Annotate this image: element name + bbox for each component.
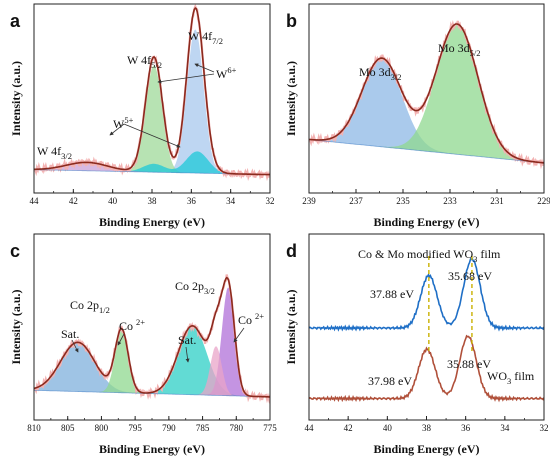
annotation-arrow-1 <box>71 339 79 353</box>
annotation-w4f72: W 4f7/2 <box>188 29 223 46</box>
annotation-arrow-1 <box>194 63 215 73</box>
annotation-sat1: Sat. <box>61 327 79 341</box>
panel-b: 239 237 235 233 231 229 Binding Energy (eV) Int… <box>284 3 550 229</box>
plot-area <box>309 20 544 170</box>
annotation-mo52: Mo 3d5/2 <box>438 41 481 58</box>
annotation-co2p12: Co 2p1/2 <box>70 298 110 315</box>
panel-letter: b <box>286 11 297 31</box>
x-axis-title: Binding Energy (eV) <box>373 442 479 456</box>
annotation-sat2: Sat. <box>178 333 196 347</box>
wo3-film-line <box>309 334 544 403</box>
baseline-line <box>309 139 544 164</box>
annotation-e3798: 37.98 eV <box>368 374 412 388</box>
annotation-co2p32: Co 2p3/2 <box>175 279 215 296</box>
x-tick-label: 32 <box>266 196 275 206</box>
x-tick-label: 235 <box>396 196 410 206</box>
x-axis-title: Binding Energy (eV) <box>99 215 205 229</box>
annotation-w6: W6+ <box>216 65 237 81</box>
annotation-wo3film: WO3 film <box>487 369 535 386</box>
component-peak-2 <box>309 24 544 163</box>
y-axis-title: Intensity (a.u.) <box>284 61 298 136</box>
x-tick-label: 32 <box>540 423 549 433</box>
x-axis-title: Binding Energy (eV) <box>373 215 479 229</box>
panel-a: 44 42 40 38 36 34 32 Binding Energy (eV) Intensi… <box>9 3 275 229</box>
x-tick-label: 775 <box>263 423 277 433</box>
x-tick-label: 805 <box>61 423 75 433</box>
y-axis-title: Intensity (a.u.) <box>9 289 23 364</box>
component-peak-2 <box>34 65 270 175</box>
panel-c: 810 805 800 795 790 785 780 775 Binding Energy (… <box>9 233 277 456</box>
x-tick-label: 239 <box>302 196 316 206</box>
annotation-co2b: Co 2+ <box>238 311 264 327</box>
x-tick-label: 44 <box>305 423 315 433</box>
panel-letter: c <box>10 241 20 261</box>
x-tick-label: 38 <box>148 196 158 206</box>
x-tick-label: 237 <box>349 196 363 206</box>
x-tick-label: 44 <box>30 196 40 206</box>
x-tick-label: 38 <box>422 423 432 433</box>
x-tick-label: 40 <box>108 196 118 206</box>
annotation-arrow-4 <box>233 327 245 343</box>
annotation-arrow-3 <box>109 123 125 136</box>
x-axis-title: Binding Energy (eV) <box>99 442 205 456</box>
annotation-arrow-3 <box>185 346 190 363</box>
x-tick-label: 795 <box>128 423 142 433</box>
component-peak-5 <box>34 346 270 397</box>
annotation-e3788: 37.88 eV <box>370 287 414 301</box>
x-tick-label: 810 <box>27 423 41 433</box>
x-tick-label: 36 <box>187 196 197 206</box>
component-peak-4 <box>34 287 270 397</box>
x-tick-label: 36 <box>461 423 471 433</box>
x-tick-label: 42 <box>344 423 353 433</box>
panel-letter: a <box>10 11 21 31</box>
x-tick-label: 785 <box>196 423 210 433</box>
annotation-arrow-2 <box>157 73 215 84</box>
x-tick-label: 780 <box>230 423 244 433</box>
annotation-modfilm: Co & Mo modified WO3 film <box>358 247 501 264</box>
annotation-w4f32: W 4f3/2 <box>37 144 72 161</box>
annotation-w5: W5+ <box>113 115 134 131</box>
envelope-line <box>34 6 270 176</box>
x-tick-label: 790 <box>162 423 176 433</box>
plot-area <box>34 4 270 182</box>
component-peak-1 <box>309 58 544 163</box>
panel-letter: d <box>286 241 297 261</box>
envelope-line <box>34 276 270 398</box>
plot-area <box>34 274 270 404</box>
x-tick-label: 231 <box>490 196 504 206</box>
component-peak-3 <box>34 151 270 175</box>
annotation-arrow-4 <box>123 123 181 148</box>
modified-film-line <box>309 257 544 332</box>
annotation-w4f52: W 4f5/2 <box>127 53 162 70</box>
y-axis-title: Intensity (a.u.) <box>284 289 298 364</box>
annotation-e3588: 35.88 eV <box>447 357 491 371</box>
annotation-e3568: 35.68 eV <box>448 269 492 283</box>
x-tick-label: 40 <box>383 423 393 433</box>
x-tick-label: 34 <box>226 196 236 206</box>
plot-area <box>309 254 544 403</box>
x-tick-label: 34 <box>500 423 510 433</box>
annotation-mo32: Mo 3d3/2 <box>359 65 402 82</box>
x-tick-label: 42 <box>69 196 78 206</box>
envelope-line <box>309 23 544 164</box>
component-peak-1 <box>34 342 270 397</box>
baseline-line <box>34 389 270 398</box>
y-axis-title: Intensity (a.u.) <box>9 61 23 136</box>
annotation-arrow-2 <box>117 333 125 346</box>
x-tick-label: 800 <box>95 423 109 433</box>
x-tick-label: 233 <box>443 196 457 206</box>
x-tick-label: 229 <box>537 196 550 206</box>
annotation-co2a: Co 2+ <box>119 317 145 333</box>
panel-d: 44 42 40 38 36 34 32 Binding Energy (eV) Intensi… <box>284 233 549 456</box>
